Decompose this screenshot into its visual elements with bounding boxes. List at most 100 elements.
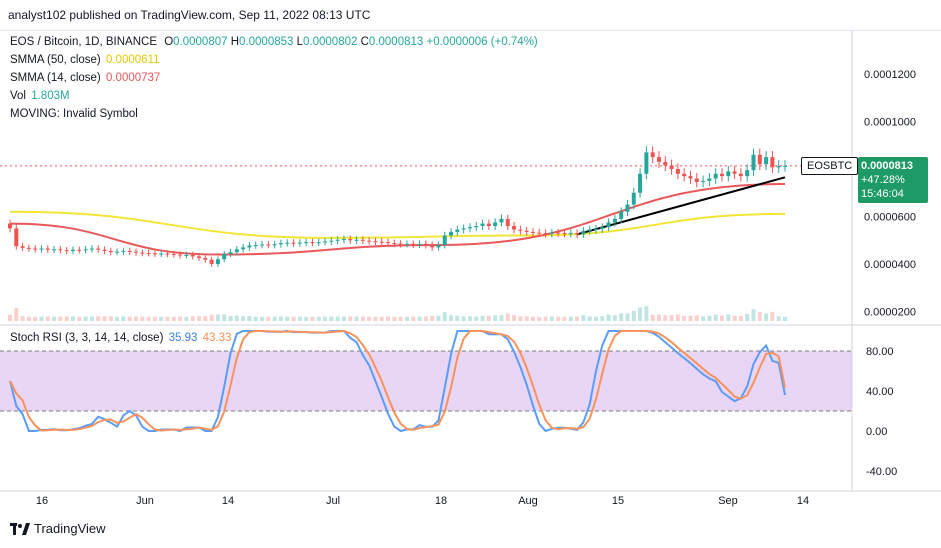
tradingview-icon xyxy=(10,522,30,535)
volume-bar xyxy=(228,316,233,321)
volume-bar xyxy=(222,314,227,321)
top-bar: analyst102 published on TradingView.com,… xyxy=(0,0,941,30)
smma14-line xyxy=(9,182,786,256)
stoch-band xyxy=(0,351,852,411)
time-tick-label: Aug xyxy=(518,495,538,507)
stoch-k-value: 35.93 xyxy=(168,332,198,344)
candle-body xyxy=(764,157,769,165)
candle-body xyxy=(304,242,309,244)
candle-body xyxy=(417,243,422,245)
symbol-badge: EOSBTC xyxy=(801,157,859,175)
stoch-tick-label: -40.00 xyxy=(866,466,897,478)
legend-smma14: SMMA (14, close) 0.0000737 xyxy=(10,72,160,84)
price-axis: 0.0001200 0.0001000 0.0000600 0.0000400 0.00… xyxy=(864,69,916,319)
volume-bar xyxy=(373,316,378,321)
volume-bar xyxy=(297,316,302,321)
candle-body xyxy=(234,249,239,253)
volume-bar xyxy=(625,313,630,321)
volume-bar xyxy=(71,316,76,321)
volume-bar xyxy=(304,316,309,321)
candle-body xyxy=(675,169,680,174)
volume-bar xyxy=(701,316,706,321)
candle-body xyxy=(745,170,750,177)
candle-body xyxy=(543,233,548,235)
volume-bar xyxy=(386,316,391,321)
volume-bar xyxy=(209,314,214,321)
price-tick-label: 0.0001000 xyxy=(864,117,916,129)
candle-body xyxy=(228,252,233,255)
candle-body xyxy=(297,242,302,244)
candle-body xyxy=(64,250,69,252)
volume-bar xyxy=(260,316,265,321)
volume-bar xyxy=(335,316,340,321)
legend-stoch: Stoch RSI (3, 3, 14, 14, close) 35.93 43… xyxy=(10,332,231,344)
stoch-tick-label: 40.00 xyxy=(866,386,894,398)
candle-body xyxy=(33,248,38,250)
volume-bar xyxy=(694,315,699,321)
volume-bar xyxy=(102,316,107,321)
candle-body xyxy=(178,254,183,256)
legend-l: 0.0000802 xyxy=(303,36,358,48)
volume-bar xyxy=(493,315,498,321)
stoch-axis: 80.00 40.00 0.00 -40.00 xyxy=(866,346,897,478)
volume-bar xyxy=(83,316,88,321)
chart-canvas[interactable]: 0.0001200 0.0001000 0.0000600 0.0000400 0.00… xyxy=(0,31,941,516)
candle-body xyxy=(455,229,460,232)
time-tick-label: Jul xyxy=(326,495,340,507)
candle-body xyxy=(20,246,25,248)
time-tick-label: Jun xyxy=(136,495,154,507)
candle-body xyxy=(619,211,624,219)
volume-bar xyxy=(310,316,315,321)
candle-body xyxy=(461,228,466,230)
candle-body xyxy=(190,254,195,257)
time-tick-label: 16 xyxy=(36,495,48,507)
volume-bar xyxy=(707,315,712,321)
tradingview-logo[interactable]: TradingView xyxy=(10,521,106,536)
volume-bar xyxy=(600,316,605,321)
volume-bar xyxy=(404,316,409,321)
time-tick-label: Sep xyxy=(718,495,738,507)
volume-bar xyxy=(96,316,101,321)
candle-body xyxy=(625,204,630,212)
volume-bar xyxy=(593,316,598,321)
volume-bar xyxy=(134,316,139,321)
stoch-tick-label: 0.00 xyxy=(866,426,887,438)
smma50-label: SMMA (50, close) xyxy=(10,54,101,66)
volume-bar xyxy=(537,316,542,321)
legend-symbol: EOS / Bitcoin, 1D, BINANCE xyxy=(10,36,157,48)
candle-body xyxy=(197,256,202,259)
candle-body xyxy=(581,230,586,235)
badge-change: +47.28% xyxy=(861,174,905,186)
candle-body xyxy=(612,218,617,223)
legend-c: 0.0000813 xyxy=(368,36,424,48)
candle-body xyxy=(83,249,88,251)
volume-bar xyxy=(159,316,164,321)
volume-bar xyxy=(619,313,624,321)
volume-bar xyxy=(512,315,517,321)
volume-bar xyxy=(726,314,731,321)
candle-body xyxy=(707,178,712,181)
candle-body xyxy=(316,242,321,244)
candle-body xyxy=(184,254,189,256)
candle-body xyxy=(757,154,762,165)
candle-body xyxy=(115,251,120,253)
volume-bar xyxy=(184,316,189,321)
volume-bar xyxy=(89,316,94,321)
volume-bar xyxy=(77,316,82,321)
candle-body xyxy=(556,232,561,234)
candle-body xyxy=(39,248,44,250)
volume-bar xyxy=(461,316,466,321)
badge-countdown: 15:46:04 xyxy=(861,188,904,200)
candle-body xyxy=(669,165,674,169)
volume-bar xyxy=(272,316,277,321)
volume-bar xyxy=(669,315,674,321)
candle-body xyxy=(486,223,491,226)
candle-body xyxy=(247,245,252,248)
candle-body xyxy=(108,250,113,253)
volume-bar xyxy=(530,316,535,321)
volume-bar xyxy=(33,316,38,321)
volume-bar xyxy=(675,314,680,321)
candle-body xyxy=(152,253,157,255)
candle-body xyxy=(505,218,510,226)
chart-frame[interactable]: 0.0001200 0.0001000 0.0000600 0.0000400 0.00… xyxy=(0,30,941,516)
